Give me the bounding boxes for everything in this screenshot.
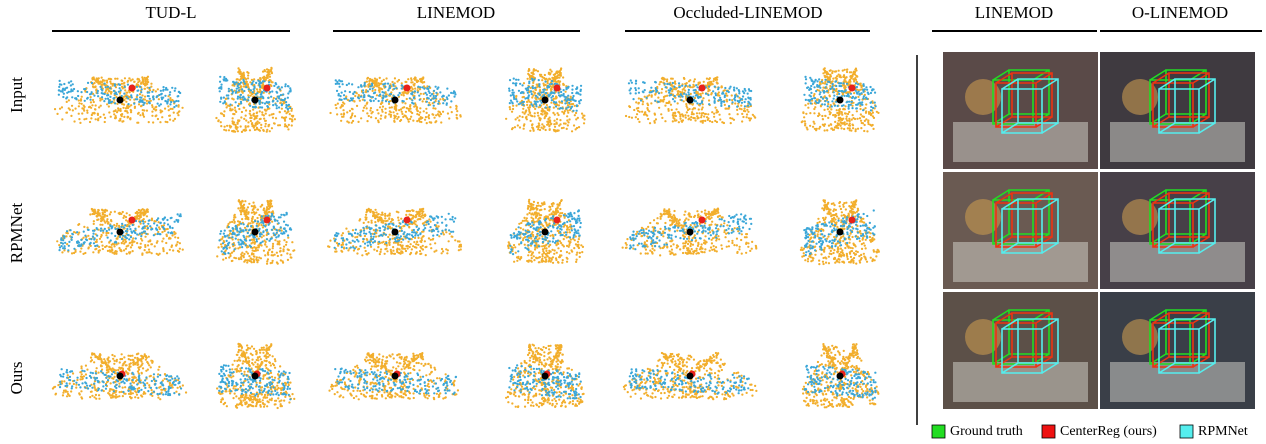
row-label: RPMNet: [7, 203, 26, 264]
center-point: [837, 373, 844, 380]
center-point: [687, 97, 694, 104]
center-point: [554, 85, 561, 92]
legend-label: RPMNet: [1198, 424, 1248, 439]
center-point: [554, 217, 561, 224]
center-point: [699, 85, 706, 92]
column-header: LINEMOD: [417, 3, 495, 22]
photo-detail: [953, 362, 1088, 402]
center-point: [542, 373, 549, 380]
photo-detail: [1110, 362, 1245, 402]
center-point: [117, 97, 124, 104]
center-point: [392, 97, 399, 104]
column-header: Occluded-LINEMOD: [673, 3, 822, 22]
column-header: LINEMOD: [975, 3, 1053, 22]
center-point: [542, 97, 549, 104]
legend: Ground truth CenterReg (ours) RPMNet: [932, 424, 1248, 439]
center-point: [699, 217, 706, 224]
center-point: [687, 229, 694, 236]
legend-label: Ground truth: [950, 424, 1023, 439]
center-point: [252, 373, 259, 380]
row-label: Ours: [7, 361, 26, 394]
center-point: [129, 85, 136, 92]
center-point: [404, 85, 411, 92]
center-point: [252, 97, 259, 104]
legend-label: CenterReg (ours): [1060, 424, 1157, 439]
point-clouds: [53, 68, 879, 408]
center-point: [687, 373, 694, 380]
figure: TUD-L LINEMOD Occluded-LINEMOD LINEMOD O…: [0, 0, 1266, 444]
center-point: [837, 229, 844, 236]
center-point: [264, 217, 271, 224]
center-point: [252, 229, 259, 236]
column-header: O-LINEMOD: [1132, 3, 1228, 22]
center-point: [264, 85, 271, 92]
photos: [943, 52, 1255, 409]
center-point: [542, 229, 549, 236]
photo-detail: [953, 242, 1088, 282]
center-point: [392, 373, 399, 380]
center-point: [849, 217, 856, 224]
center-point: [117, 229, 124, 236]
column-header: TUD-L: [146, 3, 197, 22]
photo-detail: [1110, 242, 1245, 282]
photo-detail: [1110, 122, 1245, 162]
center-point: [392, 229, 399, 236]
center-point: [117, 373, 124, 380]
row-label: Input: [7, 77, 26, 113]
photo-detail: [953, 122, 1088, 162]
center-point: [849, 85, 856, 92]
center-point: [837, 97, 844, 104]
center-point: [129, 217, 136, 224]
center-point: [404, 217, 411, 224]
